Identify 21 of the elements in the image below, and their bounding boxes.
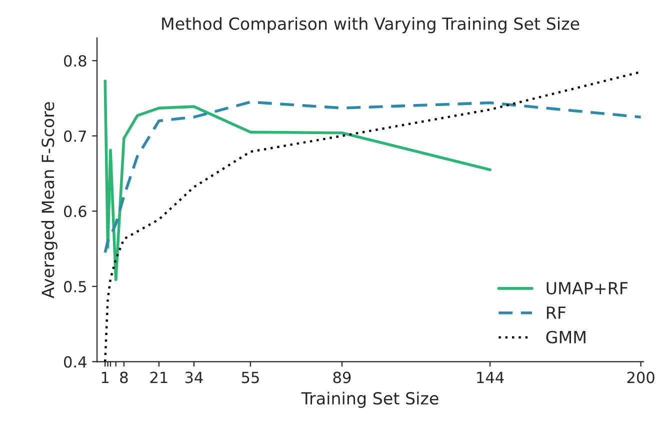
x-tick-label: 144 xyxy=(477,372,504,383)
x-axis-title: Training Set Size xyxy=(301,392,438,408)
line-series xyxy=(104,100,642,254)
legend-label: GMM xyxy=(546,330,586,344)
line-series xyxy=(104,80,492,282)
x-tick-label: 89 xyxy=(333,372,351,384)
x-tick-label: 200 xyxy=(627,372,654,384)
x-tick-label: 55 xyxy=(242,372,259,384)
legend-label: RF xyxy=(546,306,566,319)
x-tick-label: 21 xyxy=(150,372,168,383)
y-tick-label: 0.7 xyxy=(64,130,86,142)
y-tick-label: 0.5 xyxy=(64,280,86,292)
y-axis-title: Averaged Mean F-Score xyxy=(41,102,58,298)
legend-label: UMAP+RF xyxy=(546,282,628,295)
y-tick-label: 0.8 xyxy=(64,55,86,67)
x-tick-label: 1 xyxy=(102,372,109,383)
y-tick-label: 0.6 xyxy=(64,206,86,218)
chart-title: Method Comparison with Varying Training Set Size xyxy=(162,17,580,34)
y-tick-label: 0.4 xyxy=(64,356,86,368)
x-tick-label: 8 xyxy=(120,372,128,384)
x-tick-label: 34 xyxy=(185,372,203,384)
